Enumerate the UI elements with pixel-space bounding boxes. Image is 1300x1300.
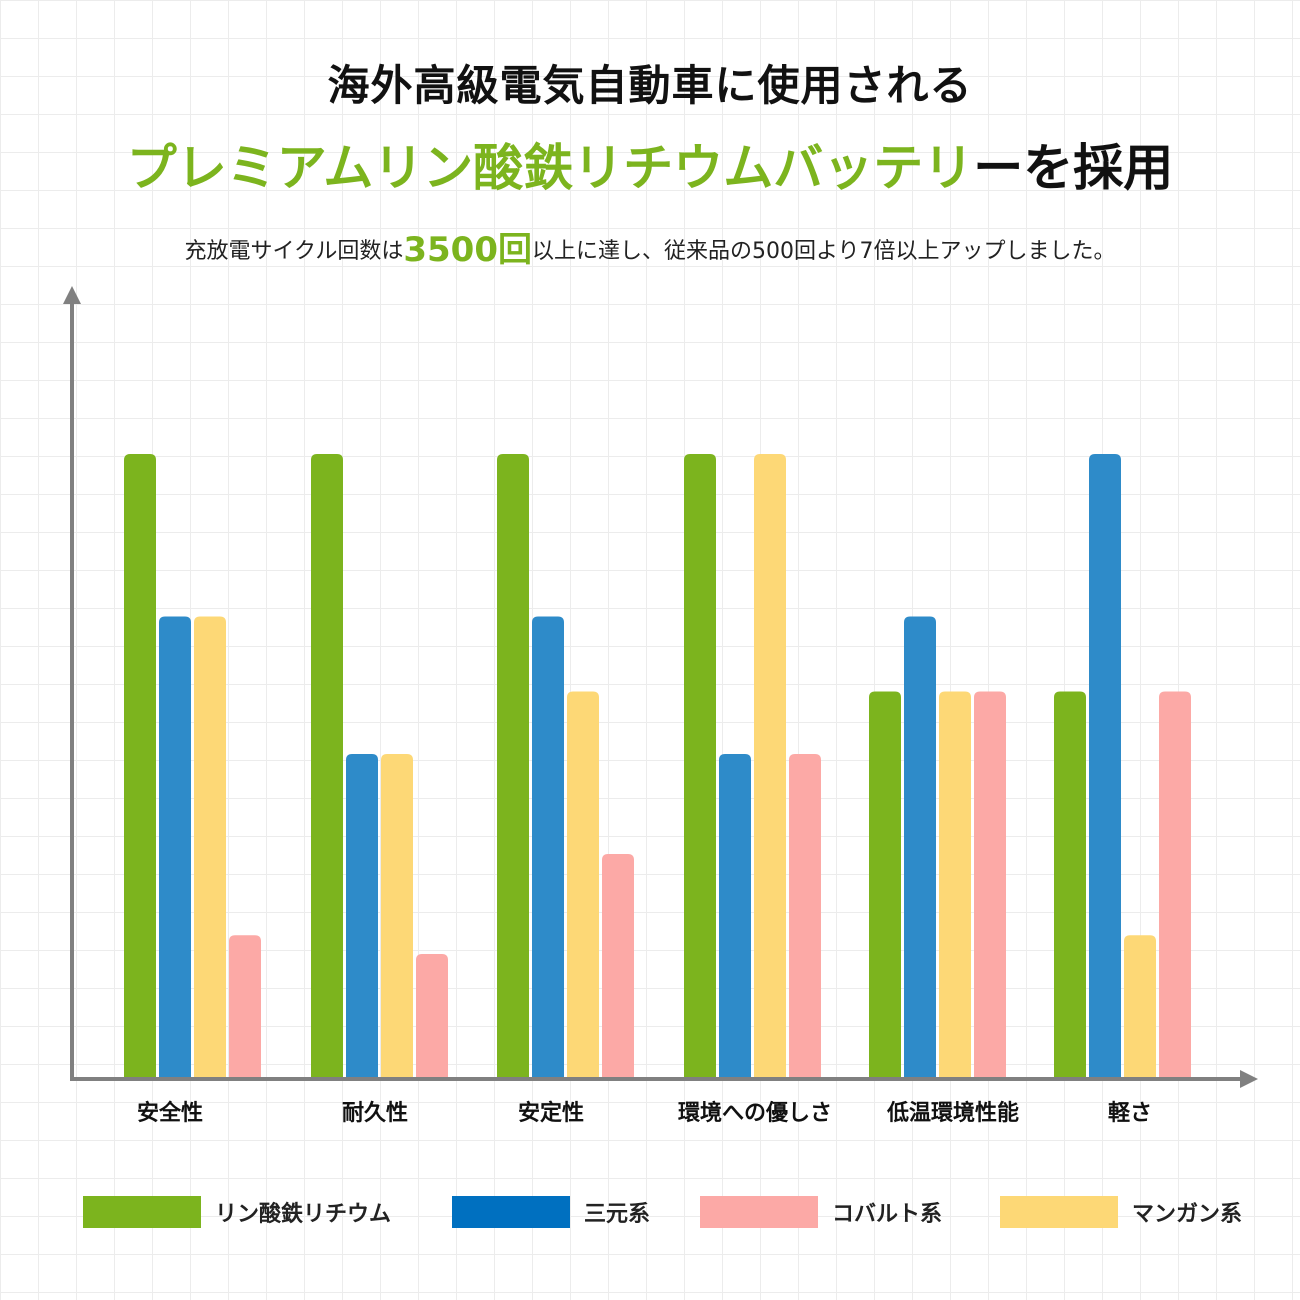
title-tail: ーを採用: [973, 139, 1174, 197]
subtitle-suffix: 以上に達し、従来品の500回より7倍以上アップしました。: [531, 239, 1116, 264]
bar-1-2: [381, 754, 413, 1079]
bar-0-1: [159, 616, 191, 1079]
legend-swatch-lfp: [83, 1196, 201, 1228]
bar-0-0: [124, 454, 156, 1079]
bar-3-3: [789, 754, 821, 1079]
subtitle-prefix: 充放電サイクル回数は: [184, 239, 404, 264]
legend-item-ternary: 三元系: [452, 1195, 650, 1229]
bar-4-3: [974, 691, 1006, 1079]
bar-3-0: [684, 454, 716, 1079]
bar-2-0: [497, 454, 529, 1079]
bar-2-3: [602, 854, 634, 1079]
chart-legend: リン酸鉄リチウム 三元系 コバルト系 マンガン系: [0, 1195, 1300, 1235]
y-axis-arrow-icon: [63, 286, 81, 304]
bar-3-2: [754, 454, 786, 1079]
category-label-3: 環境への優しさ: [678, 1100, 832, 1126]
category-label-1: 耐久性: [342, 1100, 408, 1126]
legend-item-manganese: マンガン系: [1000, 1195, 1242, 1229]
bar-4-1: [904, 616, 936, 1079]
bar-2-1: [532, 616, 564, 1079]
bar-0-3: [229, 935, 261, 1079]
legend-label-manganese: マンガン系: [1132, 1202, 1243, 1227]
x-axis-arrow-icon: [1240, 1070, 1258, 1088]
legend-swatch-manganese: [1000, 1196, 1118, 1228]
bar-1-1: [346, 754, 378, 1079]
bar-4-2: [939, 691, 971, 1079]
title-line-2: プレミアムリン酸鉄リチウムバッテリーを採用: [0, 128, 1300, 200]
category-label-5: 軽さ: [1108, 1100, 1152, 1126]
bar-1-3: [416, 954, 448, 1079]
legend-label-ternary: 三元系: [584, 1202, 651, 1227]
category-label-4: 低温環境性能: [886, 1100, 1019, 1126]
subtitle-emphasis: 3500回: [403, 230, 532, 270]
legend-swatch-cobalt: [700, 1196, 818, 1228]
bar-5-1: [1089, 454, 1121, 1079]
bar-1-0: [311, 454, 343, 1079]
legend-swatch-ternary: [452, 1196, 570, 1228]
bar-0-2: [194, 616, 226, 1079]
category-label-2: 安定性: [518, 1100, 584, 1126]
bar-5-3: [1159, 691, 1191, 1079]
legend-item-lfp: リン酸鉄リチウム: [83, 1195, 391, 1229]
bar-5-2: [1124, 935, 1156, 1079]
legend-label-cobalt: コバルト系: [832, 1202, 943, 1227]
bar-5-0: [1054, 691, 1086, 1079]
subtitle: 充放電サイクル回数は3500回以上に達し、従来品の500回より7倍以上アップしま…: [0, 222, 1300, 271]
title-line-1: 海外高級電気自動車に使用される: [327, 61, 973, 110]
bar-4-0: [869, 691, 901, 1079]
bar-3-1: [719, 754, 751, 1079]
category-label-0: 安全性: [137, 1100, 203, 1126]
bar-2-2: [567, 691, 599, 1079]
legend-label-lfp: リン酸鉄リチウム: [215, 1202, 392, 1227]
legend-item-cobalt: コバルト系: [700, 1195, 942, 1229]
title-highlight: プレミアムリン酸鉄リチウムバッテリ: [126, 139, 974, 197]
